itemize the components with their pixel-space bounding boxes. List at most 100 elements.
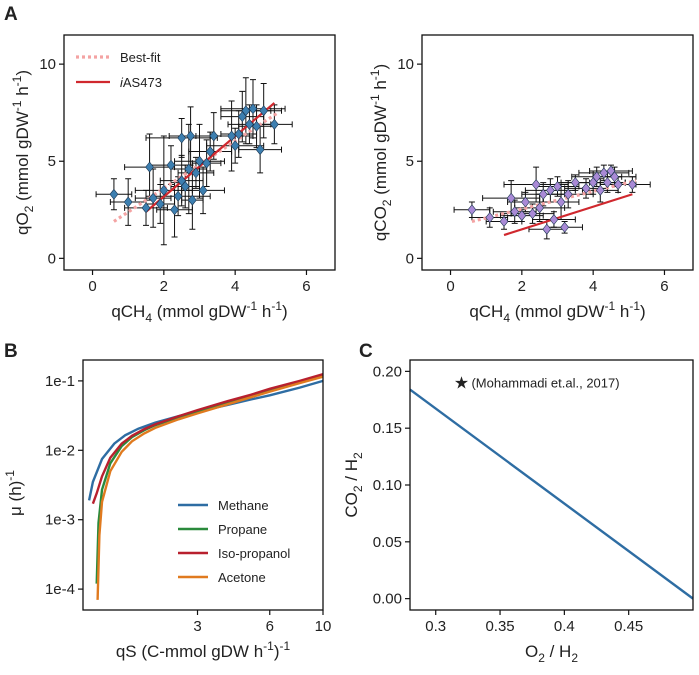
chart-b-ytick-label: 1e-3 [45,512,75,529]
a-left-data-point [186,130,195,142]
chart-b-legend-label: Iso-propanol [218,546,290,561]
a-left-data-point [141,202,151,214]
a-right-data-point [528,208,537,220]
a-right-data-point [467,204,477,216]
chart-c-ytick-label: 0.00 [373,591,402,608]
a-right-data-point [521,196,530,208]
a-right-data-point [499,215,509,227]
chart-b-xtick-label: 6 [266,618,274,635]
a-left-xtick-label: 6 [302,278,310,295]
a-left-ytick-label: 5 [48,153,56,170]
chart-c-xtick-label: 0.45 [614,618,643,635]
a-right-xtick-label: 6 [660,278,668,295]
a-right-data-point [553,181,562,192]
a-right-data-point [549,214,559,225]
a-left-xtick-label: 0 [88,278,96,295]
a-right-xtick-label: 4 [589,278,597,295]
chart-c-ytick-label: 0.10 [373,477,402,494]
a-right-data-point [517,210,527,222]
chart-b-ytick-label: 1e-4 [45,581,75,598]
chart-c-ytick-label: 0.15 [373,420,402,437]
a-left-data-point [145,161,154,173]
a-left-bestfit-line [113,111,279,223]
a-left-data-point [195,155,204,167]
a-left-data-point [245,118,254,130]
a-right-bestfit-line [471,179,637,223]
a-right-ytick-label: 10 [397,56,414,73]
chart-b-ylabel: μ (h)-1 [3,470,25,516]
a-left-data-point [209,130,219,142]
a-right-data-point [603,177,612,189]
a-right-xlabel: qCH4 (mmol gDW-1 h-1) [469,299,645,325]
a-left-frame [63,34,336,271]
a-left-ylabel: qO2 (mmol gDW-1 h-1) [10,70,36,235]
a-right-xtick-label: 0 [446,278,454,295]
a-left-data-point [205,146,215,158]
a-right-data-point [581,182,591,194]
chart-b-legend-label: Acetone [218,570,266,585]
a-left-data-point [166,159,176,171]
a-left-data-point [123,196,133,208]
chart-b-legend-label: Propane [218,522,267,537]
a-left-data-point [259,105,269,117]
a-left-legend-bestfit-label: Best-fit [120,50,161,65]
panel-label-b: B [4,341,18,362]
chart-c: 0.3 0.35 0.4 0.45 0.00 0.05 0.10 0.15 0.20 O2 / H… [342,359,694,665]
a-right-data-point [560,221,570,233]
a-right-data-point [610,171,619,183]
chart-c-xlabel: O2 / H2 [525,642,578,665]
a-right-ylabel: qCO2 (mmol gDW-1 h-1) [368,64,394,241]
a-left-data-point [269,118,279,130]
chart-c-line [409,388,694,600]
a-right-data-point [563,188,573,200]
panel-label-a: A [4,4,18,25]
a-left-data-point [173,190,183,202]
a-left-data-point [255,144,265,156]
chart-b-ytick-label: 1e-1 [45,373,75,390]
a-right-data-point [570,177,580,189]
a-left-data-point [155,198,165,210]
chart-b-xlabel: qS (C-mmol gDW h-1)-1 [116,639,291,661]
a-right-data-point [556,196,566,208]
chart-c-xtick-label: 0.35 [485,618,514,635]
a-right-data-point [485,212,495,224]
a-right-ytick-label: 5 [406,153,414,170]
chart-b-ytick-label: 1e-2 [45,442,75,459]
chart-b: 3 6 10 1e-4 1e-3 1e-2 1e-1 qS (C-mmol gDW h-1)-… [3,359,332,661]
a-left-data-point [202,157,212,169]
a-left-data-point [248,103,258,115]
chart-b-legend-label: Methane [218,498,269,513]
a-left-data-point [241,105,251,117]
chart-c-xtick-label: 0.4 [554,618,575,635]
chart-c-star-marker: ★ [454,374,469,393]
a-left-data-point [184,163,194,175]
a-left-model-line [145,102,276,213]
chart-b-xtick-label: 3 [193,618,201,635]
a-left-data-point [187,194,197,206]
chart-b-xtick-label: 10 [315,618,332,635]
a-left-data-point [191,167,201,179]
a-right-frame [421,34,694,271]
a-right-data-point [599,167,609,179]
a-left-data-point [148,192,158,204]
a-right-data-point [535,202,545,214]
chart-c-xtick-label: 0.3 [425,618,446,635]
chart-a-right: 0 2 4 6 0 5 10 qCH4 (mmol gDW-1 h-1) qCO2 (mmol … [368,34,694,325]
a-left-data-point [230,140,240,152]
a-right-data-point [542,223,552,235]
chart-b-frame [82,359,324,611]
a-left-ytick-label: 0 [48,250,56,267]
a-left-data-point [170,204,179,216]
chart-c-frame [409,359,694,611]
a-right-data-point [506,192,516,204]
a-right-data-point [538,188,548,200]
a-left-data-point [109,188,119,200]
a-left-data-point [159,184,169,196]
a-left-data-point [234,128,244,140]
a-right-data-point [545,184,555,196]
panel-label-c: C [359,341,373,362]
a-right-data-point [592,171,602,183]
a-left-xtick-label: 2 [160,278,168,295]
a-left-data-point [180,181,190,192]
